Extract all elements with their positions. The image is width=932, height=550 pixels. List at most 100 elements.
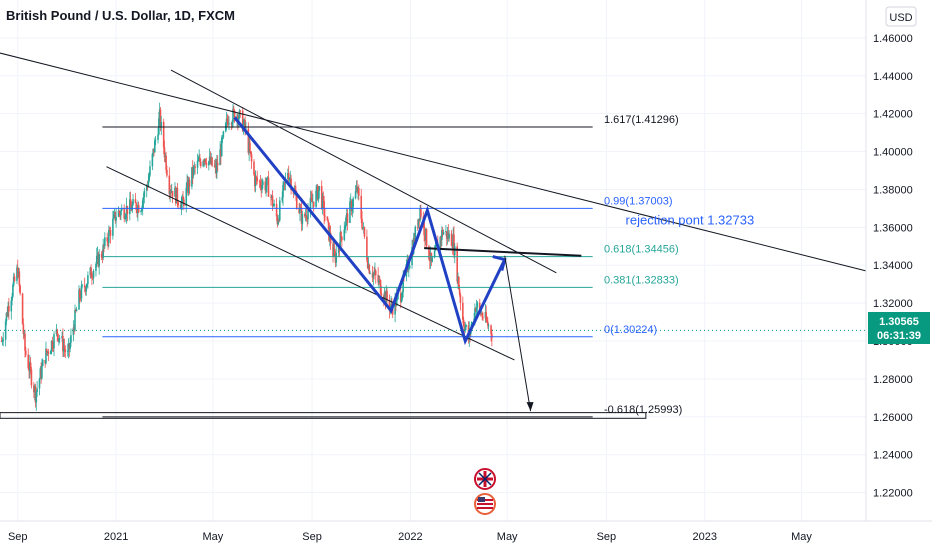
candle-body bbox=[446, 232, 449, 239]
candle-body bbox=[301, 214, 304, 224]
candle-body bbox=[64, 349, 67, 352]
candle-body bbox=[6, 312, 9, 316]
candle-body bbox=[273, 203, 275, 206]
candle-body bbox=[418, 218, 421, 221]
candle-body bbox=[158, 109, 161, 119]
candle-body bbox=[74, 310, 76, 331]
candle-body bbox=[484, 312, 487, 319]
candle-body bbox=[267, 177, 270, 197]
candle-body bbox=[316, 185, 319, 200]
candle-body bbox=[230, 123, 233, 125]
support-zone bbox=[0, 412, 647, 419]
candle-body bbox=[464, 327, 467, 331]
candle-body bbox=[23, 333, 25, 335]
x-tick-label: May bbox=[497, 531, 518, 543]
candle-body bbox=[345, 217, 347, 227]
rejection-annotation: rejection pont 1.32733 bbox=[626, 213, 755, 228]
candle-body bbox=[458, 276, 460, 290]
candle-body bbox=[192, 166, 195, 176]
candle-body bbox=[220, 149, 222, 157]
candle-body bbox=[408, 265, 411, 269]
candle-body bbox=[307, 210, 309, 220]
candle-body bbox=[261, 184, 263, 190]
candle-body bbox=[312, 201, 314, 203]
candle-body bbox=[442, 232, 445, 235]
candle-body bbox=[213, 165, 216, 167]
candle-body bbox=[101, 257, 104, 259]
candle-body bbox=[129, 199, 132, 207]
candle-body bbox=[154, 140, 156, 153]
candle-body bbox=[380, 293, 383, 296]
candle-body bbox=[89, 267, 92, 276]
projection-arrow-line bbox=[504, 255, 532, 412]
candle-body bbox=[58, 338, 60, 341]
candle-body bbox=[441, 230, 443, 240]
candle-body bbox=[103, 244, 105, 247]
candle-body bbox=[29, 362, 31, 372]
projection-arrowhead bbox=[526, 402, 534, 412]
drawings bbox=[0, 52, 867, 419]
candle-body bbox=[168, 175, 171, 195]
candle-body bbox=[5, 312, 8, 322]
candle-body bbox=[199, 157, 201, 162]
candle-body bbox=[474, 308, 477, 312]
candle-body bbox=[47, 351, 50, 355]
candle-body bbox=[340, 232, 342, 237]
candle-body bbox=[124, 218, 126, 219]
candle-body bbox=[163, 147, 166, 158]
candle-body bbox=[24, 333, 26, 351]
candle-body bbox=[452, 234, 454, 248]
candle-body bbox=[12, 285, 14, 297]
candle-body bbox=[363, 227, 366, 237]
candle-body bbox=[137, 204, 139, 214]
candle-body bbox=[143, 190, 146, 198]
candle-body bbox=[119, 213, 121, 216]
candle-body bbox=[373, 273, 375, 275]
currency-button[interactable]: USD bbox=[885, 6, 917, 27]
candle-body bbox=[424, 235, 426, 240]
candle-body bbox=[95, 264, 97, 271]
candle-body bbox=[326, 216, 329, 221]
candle-body bbox=[208, 156, 211, 162]
candle-body bbox=[13, 276, 16, 281]
candle-body bbox=[254, 174, 256, 187]
candle-body bbox=[204, 159, 206, 162]
price-badge-box bbox=[868, 312, 930, 344]
candle-body bbox=[354, 191, 357, 199]
candle-body bbox=[328, 222, 330, 241]
y-tick-label: 1.26000 bbox=[873, 412, 913, 424]
candle-body bbox=[487, 325, 490, 327]
candle-body bbox=[310, 197, 313, 199]
candle-body bbox=[358, 187, 360, 196]
candle-body bbox=[142, 197, 145, 201]
candle-body bbox=[85, 286, 88, 292]
candle-body bbox=[181, 196, 184, 203]
candle-body bbox=[448, 233, 450, 239]
candle-body bbox=[349, 201, 351, 223]
candle-body bbox=[38, 378, 41, 389]
current-price: 1.30565 bbox=[879, 316, 919, 328]
candle-body bbox=[147, 180, 150, 187]
candle-body bbox=[459, 294, 462, 303]
candle-body bbox=[16, 267, 19, 277]
candle-body bbox=[327, 220, 329, 223]
currency-button-box[interactable] bbox=[885, 6, 917, 27]
candle-body bbox=[441, 230, 444, 235]
candle-body bbox=[216, 162, 219, 166]
candle-body bbox=[214, 164, 217, 167]
candle-body bbox=[333, 248, 335, 257]
candle-body bbox=[96, 253, 99, 256]
candle-body bbox=[277, 220, 279, 225]
candle-body bbox=[287, 173, 290, 181]
candle-body bbox=[28, 368, 30, 372]
candle-body bbox=[193, 166, 196, 168]
candle-body bbox=[333, 248, 336, 256]
candle-body bbox=[50, 340, 53, 351]
currency-label[interactable]: USD bbox=[889, 12, 912, 24]
pattern-arrowhead bbox=[492, 255, 507, 271]
candle-body bbox=[295, 195, 298, 209]
candle-body bbox=[278, 200, 281, 221]
x-tick-label: May bbox=[202, 531, 223, 543]
candle-body bbox=[84, 287, 87, 292]
candle-body bbox=[70, 335, 72, 343]
